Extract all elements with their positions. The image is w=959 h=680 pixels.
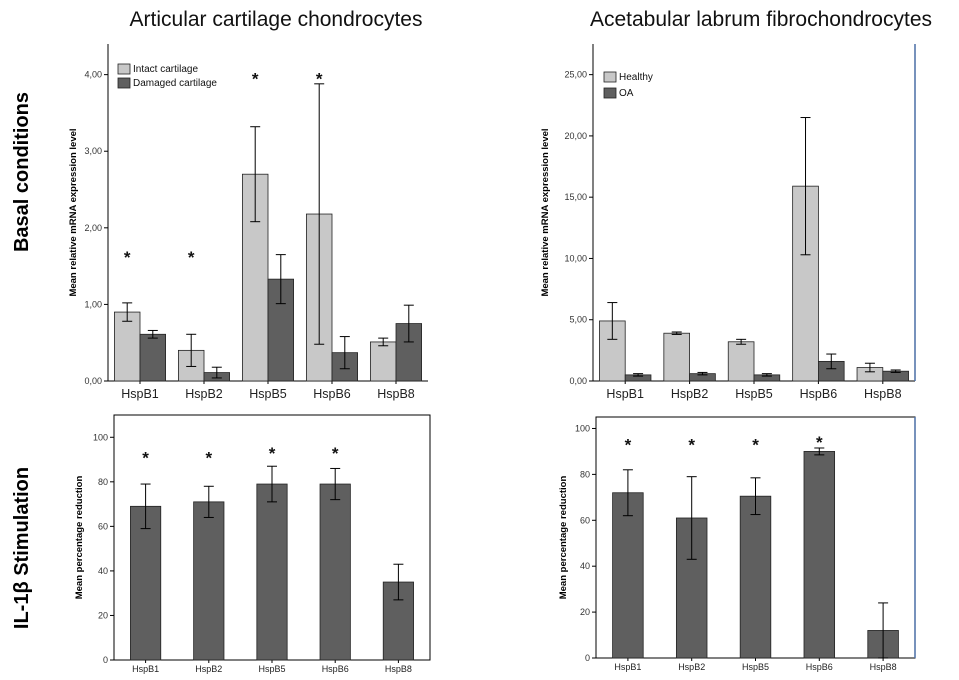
y-axis-label: Mean relative mRNA expression level	[540, 128, 551, 296]
y-tick-label: 40	[580, 561, 590, 571]
legend-label: Intact cartilage	[133, 64, 198, 75]
y-tick-label: 3,00	[84, 146, 102, 156]
y-tick-label: 5,00	[569, 315, 587, 325]
bar	[663, 332, 691, 382]
y-tick-label: 80	[580, 469, 590, 479]
column-title-labrum: Acetabular labrum fibrochondrocytes	[590, 8, 932, 31]
x-tick-label: HspB5	[742, 662, 769, 672]
legend-label: OA	[619, 88, 634, 99]
x-tick-label: HspB2	[195, 664, 222, 674]
y-tick-label: 25,00	[564, 70, 587, 80]
bar	[139, 333, 167, 382]
x-tick-label: HspB8	[864, 387, 902, 401]
y-tick-label: 60	[98, 521, 108, 531]
significance-star: *	[316, 69, 323, 88]
chart-basal-cartilage: 0,00 1,00 2,00 3,00 4,00 Mean relative mRNA e…	[68, 44, 428, 401]
x-tick-label: HspB8	[377, 387, 415, 401]
y-tick-label: 20	[98, 610, 108, 620]
significance-star: *	[142, 448, 149, 467]
bar	[369, 341, 397, 382]
y-tick-label: 0,00	[84, 376, 102, 386]
x-tick-label: HspB2	[671, 387, 709, 401]
bar	[792, 185, 819, 382]
significance-star: *	[124, 248, 131, 267]
x-tick-label: HspB6	[800, 387, 838, 401]
x-tick-label: HspB5	[258, 664, 285, 674]
row-label-basal: Basal conditions	[11, 92, 33, 252]
y-tick-label: 10,00	[564, 253, 587, 263]
legend-label: Damaged cartilage	[133, 78, 217, 89]
y-tick-label: 0,00	[569, 376, 587, 386]
y-tick-label: 1,00	[84, 299, 102, 309]
y-axis-label: Mean percentage reduction	[558, 476, 569, 600]
significance-star: *	[752, 436, 759, 455]
y-tick-label: 0	[103, 655, 108, 665]
y-tick-label: 100	[93, 432, 108, 442]
bar	[612, 492, 644, 659]
y-tick-label: 40	[98, 566, 108, 576]
x-tick-label: HspB2	[185, 387, 223, 401]
y-tick-label: 80	[98, 477, 108, 487]
y-tick-label: 4,00	[84, 70, 102, 80]
y-tick-label: 60	[580, 515, 590, 525]
legend-swatch	[117, 63, 131, 75]
x-tick-label: HspB6	[322, 664, 349, 674]
x-tick-label: HspB1	[614, 662, 641, 672]
bar	[319, 483, 351, 661]
y-tick-label: 100	[575, 423, 590, 433]
bar	[130, 505, 162, 661]
significance-star: *	[688, 436, 695, 455]
significance-star: *	[269, 444, 276, 463]
bar	[256, 483, 288, 661]
y-axis-label: Mean percentage reduction	[74, 476, 85, 600]
significance-star: *	[252, 69, 259, 88]
x-tick-label: HspB5	[735, 387, 773, 401]
y-tick-label: 2,00	[84, 223, 102, 233]
x-tick-label: HspB2	[678, 662, 705, 672]
y-tick-label: 20,00	[564, 131, 587, 141]
x-tick-label: HspB6	[806, 662, 833, 672]
bar	[193, 501, 225, 661]
y-tick-label: 0	[585, 653, 590, 663]
significance-star: *	[625, 436, 632, 455]
chart-il1b-cartilage: 0 20 40 60 80 100 Mean percentage reduction Hsp…	[74, 414, 431, 674]
x-tick-label: HspB1	[606, 387, 644, 401]
y-tick-label: 15,00	[564, 192, 587, 202]
y-tick-label: 20	[580, 607, 590, 617]
significance-star: *	[332, 444, 339, 463]
y-axis-label: Mean relative mRNA expression level	[68, 128, 79, 296]
legend-swatch	[117, 77, 131, 89]
legend-swatch	[603, 87, 617, 99]
bar	[114, 311, 141, 382]
x-tick-label: HspB6	[313, 387, 351, 401]
significance-star: *	[816, 433, 823, 452]
legend-label: Healthy	[619, 72, 653, 83]
legend-swatch	[603, 71, 617, 83]
column-title-cartilage: Articular cartilage chondrocytes	[130, 8, 423, 31]
bar	[803, 451, 836, 659]
chart-il1b-labrum: 0 20 40 60 80 100 Mean percentage reduction Hsp…	[558, 416, 916, 672]
significance-star: *	[188, 248, 195, 267]
chart-basal-labrum: 0,00 5,00 10,00 15,00 20,00 25,00 Mean relativ…	[540, 44, 916, 401]
row-label-il1b: IL-1β Stimulation	[11, 467, 33, 629]
x-tick-label: HspB8	[870, 662, 897, 672]
x-tick-label: HspB1	[132, 664, 159, 674]
x-tick-label: HspB1	[121, 387, 159, 401]
x-tick-label: HspB8	[385, 664, 412, 674]
x-tick-label: HspB5	[249, 387, 287, 401]
bar	[727, 341, 755, 382]
significance-star: *	[205, 448, 212, 467]
bar	[739, 495, 772, 659]
